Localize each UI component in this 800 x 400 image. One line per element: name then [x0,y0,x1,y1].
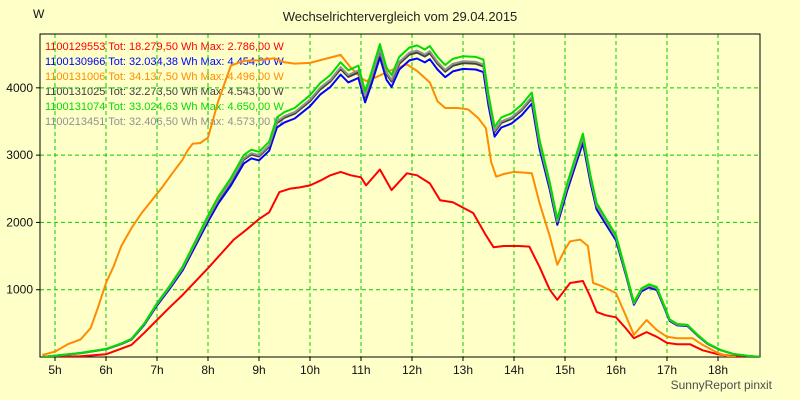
series-lines [42,43,760,357]
x-tick-label: 13h [453,363,473,377]
legend: 1100129553 Tot: 18.279,50 Wh Max: 2.786,… [45,40,284,130]
x-tick-label: 7h [150,363,163,377]
series-line-1100129553 [49,168,744,357]
legend-item-1100131074: 1100131074 Tot: 33.024,63 Wh Max: 4.650,… [45,101,284,113]
x-tick-label: 15h [555,363,575,377]
y-axis-unit-label: W [33,7,45,21]
x-tick-label: 14h [504,363,524,377]
plot-border [39,33,761,358]
y-tick-label: 4000 [6,81,33,95]
x-tick-label: 9h [252,363,265,377]
y-tick-label: 3000 [6,148,33,162]
legend-item-1100213451: 1100213451 Tot: 32.406,50 Wh Max: 4.573,… [45,116,284,128]
x-tick-label: 10h [300,363,320,377]
x-tick-label: 6h [99,363,112,377]
legend-item-1100131025: 1100131025 Tot: 32.273,50 Wh Max: 4.543,… [45,86,284,98]
x-tick-label: 17h [657,363,677,377]
x-tick-label: 18h [708,363,728,377]
x-tick-label: 11h [351,363,370,377]
legend-item-1100130966: 1100130966 Tot: 32.034,38 Wh Max: 4.454,… [45,56,284,68]
chart-title: Wechselrichtervergleich vom 29.04.2015 [282,9,518,24]
grid [40,34,760,357]
y-tick-label: 2000 [6,215,33,229]
legend-item-1100131006: 1100131006 Tot: 34.137,50 Wh Max: 4.496,… [45,71,284,83]
x-tick-label: 16h [606,363,626,377]
series-line-1100131025 [42,50,760,357]
x-tick-label: 5h [48,363,61,377]
footer-brand: SunnyReport pinxit [670,378,772,392]
x-tick-label: 12h [402,363,422,377]
series-line-1100130966 [42,56,760,357]
legend-item-1100129553: 1100129553 Tot: 18.279,50 Wh Max: 2.786,… [45,41,284,53]
x-tick-label: 8h [201,363,214,377]
series-line-1100131074 [42,43,760,357]
series-line-1100131006 [42,53,736,357]
y-tick-label: 1000 [6,283,33,297]
axes: 1000 2000 3000 4000 5h 6h 7h 8h 9h 10h 11h 12h 13h 14… [6,81,728,377]
